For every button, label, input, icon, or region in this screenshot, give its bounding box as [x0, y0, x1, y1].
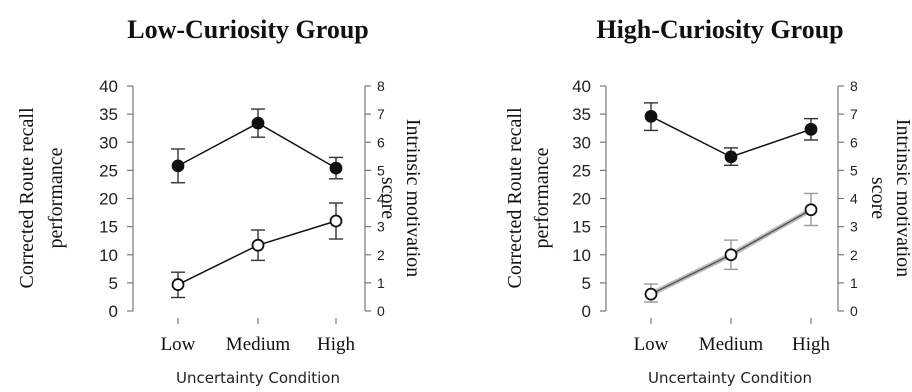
x-tick-label: Low: [161, 334, 196, 355]
y-left-tick-label: 0: [109, 302, 118, 321]
x-axis-label: Uncertainty Condition: [648, 369, 812, 387]
data-marks: [171, 108, 343, 299]
y-left-tick-label: 15: [572, 218, 591, 237]
y-left-axis-label-line2: performance: [45, 147, 67, 248]
data-point-open: [644, 287, 658, 301]
y-right-tick-label: 8: [850, 78, 858, 94]
y-right-tick-label: 7: [850, 106, 858, 122]
data-point-filled: [251, 116, 265, 130]
y-right-tick-label: 5: [850, 162, 858, 178]
data-point-filled: [171, 159, 185, 173]
y-right-tick-label: 2: [850, 247, 858, 263]
y-left-axis-label-line2: performance: [531, 147, 553, 248]
y-right-tick-label: 4: [377, 191, 385, 207]
y-right-tick-label: 1: [377, 275, 385, 291]
y-left-tick-label: 20: [99, 190, 118, 209]
y-left-tick-label: 10: [572, 246, 591, 265]
data-point-filled: [804, 122, 818, 136]
y-right-axis-label-line2: score: [867, 177, 889, 219]
data-point-open: [329, 214, 343, 228]
data-point-open: [251, 238, 265, 252]
y-right-tick-label: 6: [377, 134, 385, 150]
y-right-tick-label: 3: [377, 219, 385, 235]
data-point-open: [804, 203, 818, 217]
y-right-axis-label-line1: Intrinsic motivation: [892, 119, 912, 277]
y-left-tick-label: 40: [99, 77, 118, 96]
panel-high-curiosity: High-Curiosity Group Corrected Route rec…: [504, 15, 912, 387]
y-right-tick-label: 0: [850, 303, 858, 319]
y-left-tick-label: 25: [572, 161, 591, 180]
y-right-tick-label: 7: [377, 106, 385, 122]
y-left-tick-label: 10: [99, 246, 118, 265]
axes: 0 5 10 15 20 25 30 35 40 0 1 2 3 4 5 6 7 8 Low Medium High: [99, 77, 385, 355]
x-tick-label: Medium: [699, 334, 764, 355]
y-right-tick-label: 0: [377, 303, 385, 319]
y-left-tick-label: 15: [99, 218, 118, 237]
chart-title: Low-Curiosity Group: [127, 15, 369, 44]
chart-title: High-Curiosity Group: [596, 15, 843, 44]
y-right-tick-label: 6: [850, 134, 858, 150]
panel-low-curiosity: Low-Curiosity Group Corrected Route reca…: [16, 15, 424, 387]
y-left-axis-label-line1: Corrected Route recall: [504, 107, 526, 288]
y-right-tick-label: 5: [377, 162, 385, 178]
y-left-tick-label: 30: [572, 133, 591, 152]
y-left-tick-label: 5: [109, 274, 118, 293]
x-tick-label: Low: [634, 334, 669, 355]
data-point-filled: [724, 150, 738, 164]
y-right-axis-label-line2: score: [377, 177, 399, 219]
y-right-tick-label: 1: [850, 275, 858, 291]
y-right-axis-label-line1: Intrinsic motivation: [402, 119, 424, 277]
data-point-open: [724, 248, 738, 262]
x-axis-label: Uncertainty Condition: [176, 369, 340, 387]
data-marks: [644, 102, 818, 303]
y-left-tick-label: 35: [99, 105, 118, 124]
y-left-tick-label: 35: [572, 105, 591, 124]
x-tick-label: High: [792, 334, 831, 355]
axes: 0 5 10 15 20 25 30 35 40 0 1 2 3 4 5 6 7 8 Low Medium High: [572, 77, 858, 355]
y-left-tick-label: 30: [99, 133, 118, 152]
y-left-tick-label: 0: [582, 302, 591, 321]
y-right-tick-label: 3: [850, 219, 858, 235]
y-left-tick-label: 25: [99, 161, 118, 180]
y-right-tick-label: 4: [850, 191, 858, 207]
y-right-tick-label: 2: [377, 247, 385, 263]
x-tick-label: Medium: [226, 334, 291, 355]
series-line: [177, 122, 337, 169]
y-left-tick-label: 20: [572, 190, 591, 209]
x-tick-label: High: [317, 334, 356, 355]
y-left-tick-label: 5: [582, 274, 591, 293]
data-point-filled: [329, 161, 343, 175]
data-point-open: [171, 278, 185, 291]
y-left-tick-label: 40: [572, 77, 591, 96]
y-right-tick-label: 8: [377, 78, 385, 94]
data-point-filled: [644, 109, 658, 123]
y-left-axis-label-line1: Corrected Route recall: [16, 107, 38, 288]
